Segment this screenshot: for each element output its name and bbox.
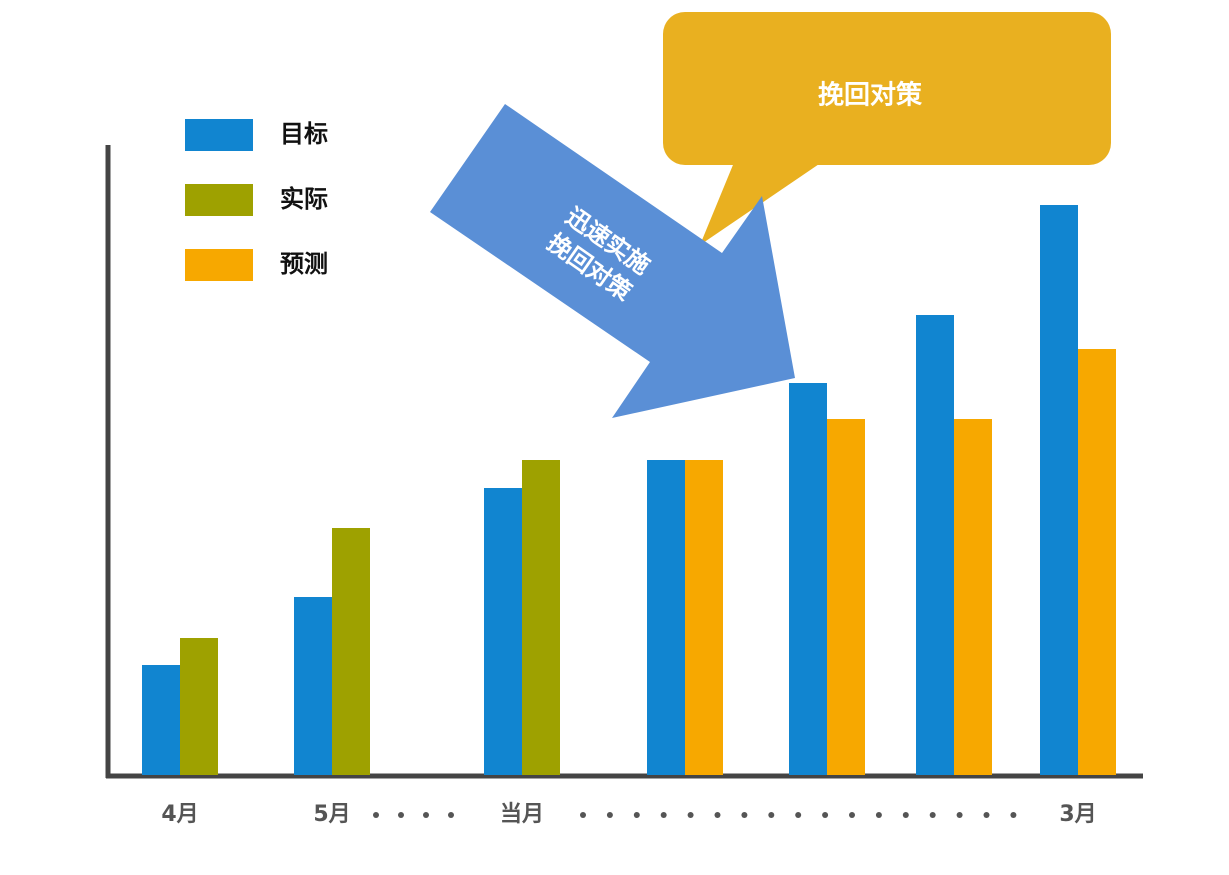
bar: [1078, 349, 1116, 775]
bar: [789, 383, 827, 775]
separator-dot: [423, 812, 429, 818]
separator-dot: [902, 812, 909, 818]
separator-dot: [983, 812, 990, 818]
separator-dot: [714, 812, 721, 818]
legend-swatch: [185, 119, 253, 151]
bar: [142, 665, 180, 775]
separator-dot: [1010, 812, 1017, 818]
bar: [916, 315, 954, 775]
legend-label: 目标: [280, 120, 328, 148]
separator-dot: [660, 812, 667, 818]
x-tick-label: 5月: [313, 802, 350, 827]
bar: [647, 460, 685, 775]
callout-text: 挽回对策: [818, 80, 922, 111]
bar: [827, 419, 865, 775]
separator-dot: [687, 812, 694, 818]
legend-label: 预测: [280, 250, 328, 278]
separator-dot: [398, 812, 404, 818]
bar: [954, 419, 992, 775]
separator-dot: [633, 812, 640, 818]
bar: [180, 638, 218, 775]
x-tick-label: 3月: [1059, 802, 1096, 827]
bar: [294, 597, 332, 775]
callout-box: [663, 12, 1111, 165]
separator-dot: [822, 812, 829, 818]
bar: [685, 460, 723, 775]
separator-dot: [768, 812, 775, 818]
separator-dot: [580, 812, 586, 818]
bar: [484, 488, 522, 775]
separator-dot: [795, 812, 802, 818]
legend-label: 实际: [280, 185, 328, 213]
bar: [332, 528, 370, 775]
legend-swatch: [185, 249, 253, 281]
separator-dot: [606, 812, 613, 818]
x-tick-label: 当月: [500, 802, 544, 827]
separator-dot: [373, 812, 379, 818]
separator-dot: [929, 812, 936, 818]
arrow-shape: [430, 104, 795, 418]
bar: [1040, 205, 1078, 775]
separator-dot: [448, 812, 454, 818]
separator-dot: [741, 812, 748, 818]
bar: [522, 460, 560, 775]
legend-swatch: [185, 184, 253, 216]
separator-dot: [875, 812, 882, 818]
separator-dot: [849, 812, 855, 818]
x-tick-label: 4月: [161, 802, 198, 827]
arrow: 迅速实施 挽回对策: [430, 104, 795, 418]
separator-dot: [956, 812, 963, 818]
